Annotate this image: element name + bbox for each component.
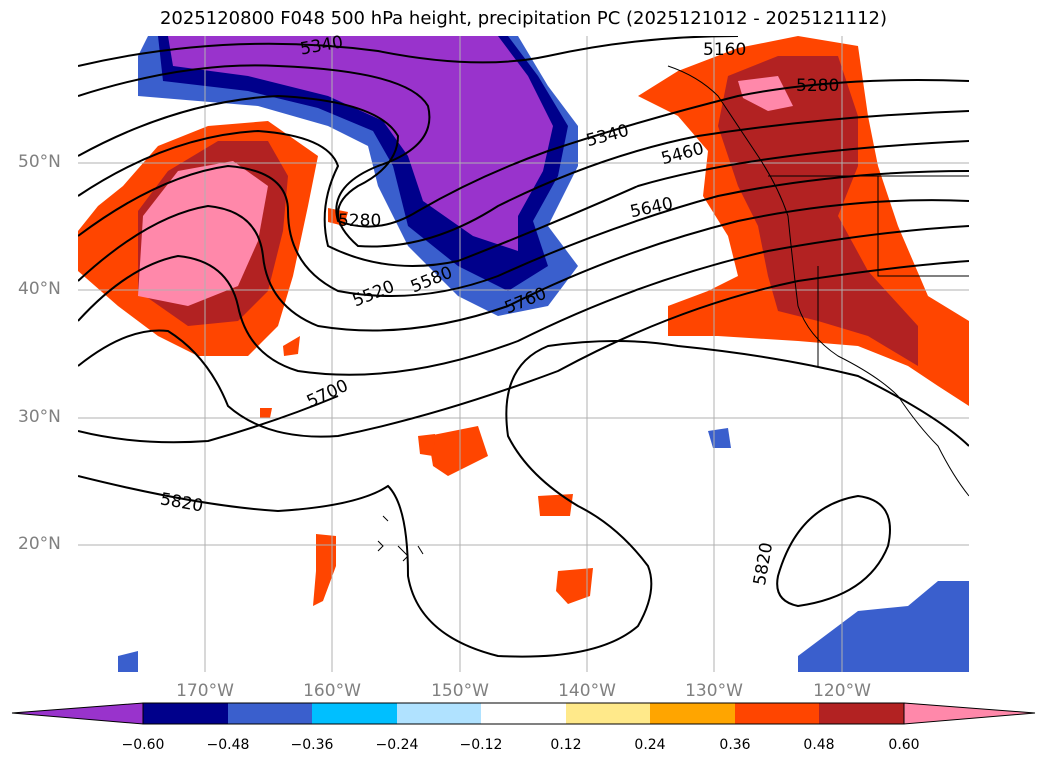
colorbar-extend-left <box>11 702 144 725</box>
lat-label-20: 20°N <box>18 534 61 554</box>
colorbar-tick: 0.48 <box>803 737 835 753</box>
colorbar-segment <box>566 703 650 724</box>
contour-label: 5280 <box>338 211 382 231</box>
map-panel: 5340 5160 5280 5340 5460 5640 5280 5520 … <box>78 32 969 672</box>
colorbar-tick: 0.36 <box>719 737 751 753</box>
colorbar-segment <box>650 703 735 724</box>
precip-positive-west <box>78 121 348 418</box>
height-contours <box>78 36 969 658</box>
contour-label: 5160 <box>703 40 747 60</box>
colorbar-segment <box>143 703 228 724</box>
colorbar-tick: −0.24 <box>375 737 419 753</box>
lon-label-150w: 150°W <box>431 681 489 701</box>
colorbar-tick: −0.36 <box>290 737 334 753</box>
lat-label-50: 50°N <box>18 152 61 172</box>
lat-label-30: 30°N <box>18 407 61 427</box>
colorbar-tick: −0.60 <box>121 737 165 753</box>
colorbar-extend-right <box>903 702 1036 725</box>
colorbar-tick: 0.12 <box>550 737 582 753</box>
lon-label-170w: 170°W <box>176 681 234 701</box>
chart-title: 2025120800 F048 500 hPa height, precipit… <box>159 8 888 29</box>
contour-label: 5280 <box>796 76 840 96</box>
lon-label-140w: 140°W <box>558 681 616 701</box>
precip-negative-region <box>118 36 969 672</box>
colorbar-tick: −0.48 <box>206 737 250 753</box>
coastlines <box>377 65 969 562</box>
map-gridlines <box>78 36 969 672</box>
colorbar-tick: 0.60 <box>888 737 920 753</box>
colorbar-segment <box>735 703 819 724</box>
colorbar-segment <box>312 703 397 724</box>
colorbar-tick: −0.12 <box>459 737 503 753</box>
lon-label-160w: 160°W <box>303 681 361 701</box>
colorbar-segment <box>228 703 312 724</box>
colorbar <box>11 702 1036 725</box>
lat-label-40: 40°N <box>18 279 61 299</box>
lon-label-120w: 120°W <box>813 681 871 701</box>
colorbar-segment <box>397 703 481 724</box>
lon-label-130w: 130°W <box>685 681 743 701</box>
map-svg <box>78 36 969 672</box>
precip-positive-east <box>313 36 969 606</box>
colorbar-segment <box>481 703 566 724</box>
colorbar-tick: 0.24 <box>634 737 666 753</box>
colorbar-segment <box>819 703 904 724</box>
